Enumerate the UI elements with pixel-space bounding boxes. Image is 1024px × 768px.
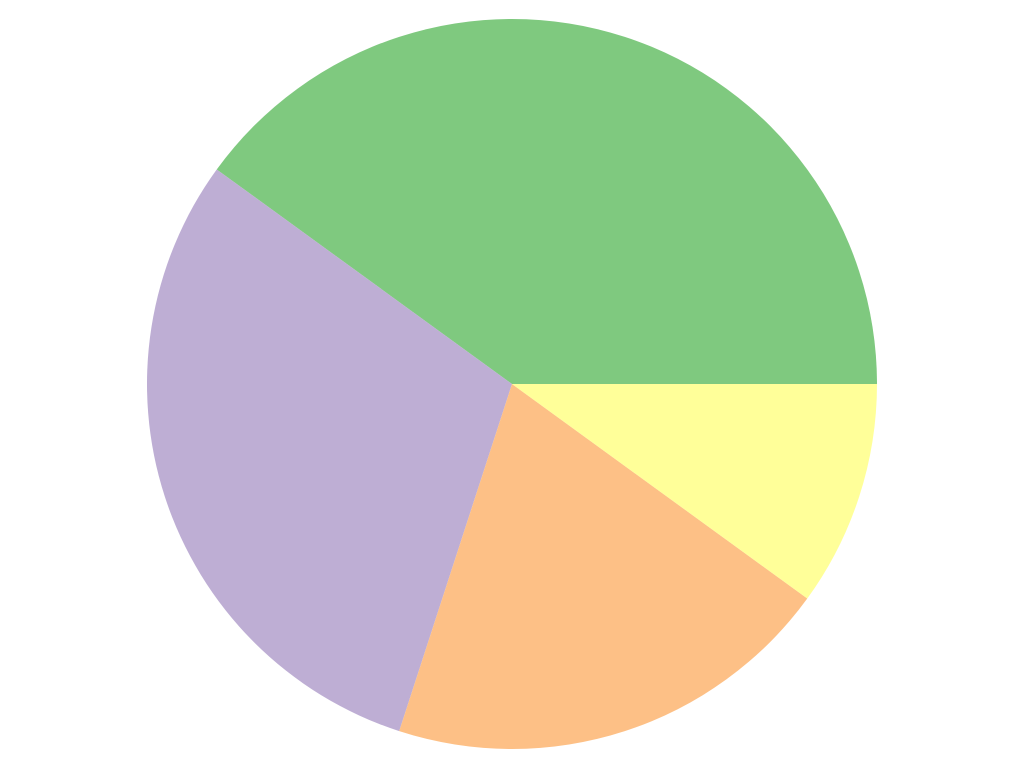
pie-slice-3: [399, 384, 808, 749]
pie-slices: [147, 19, 877, 749]
pie-slice-2: [147, 169, 513, 732]
pie-slice-1: [216, 19, 877, 384]
pie-slice-4: [512, 384, 877, 599]
